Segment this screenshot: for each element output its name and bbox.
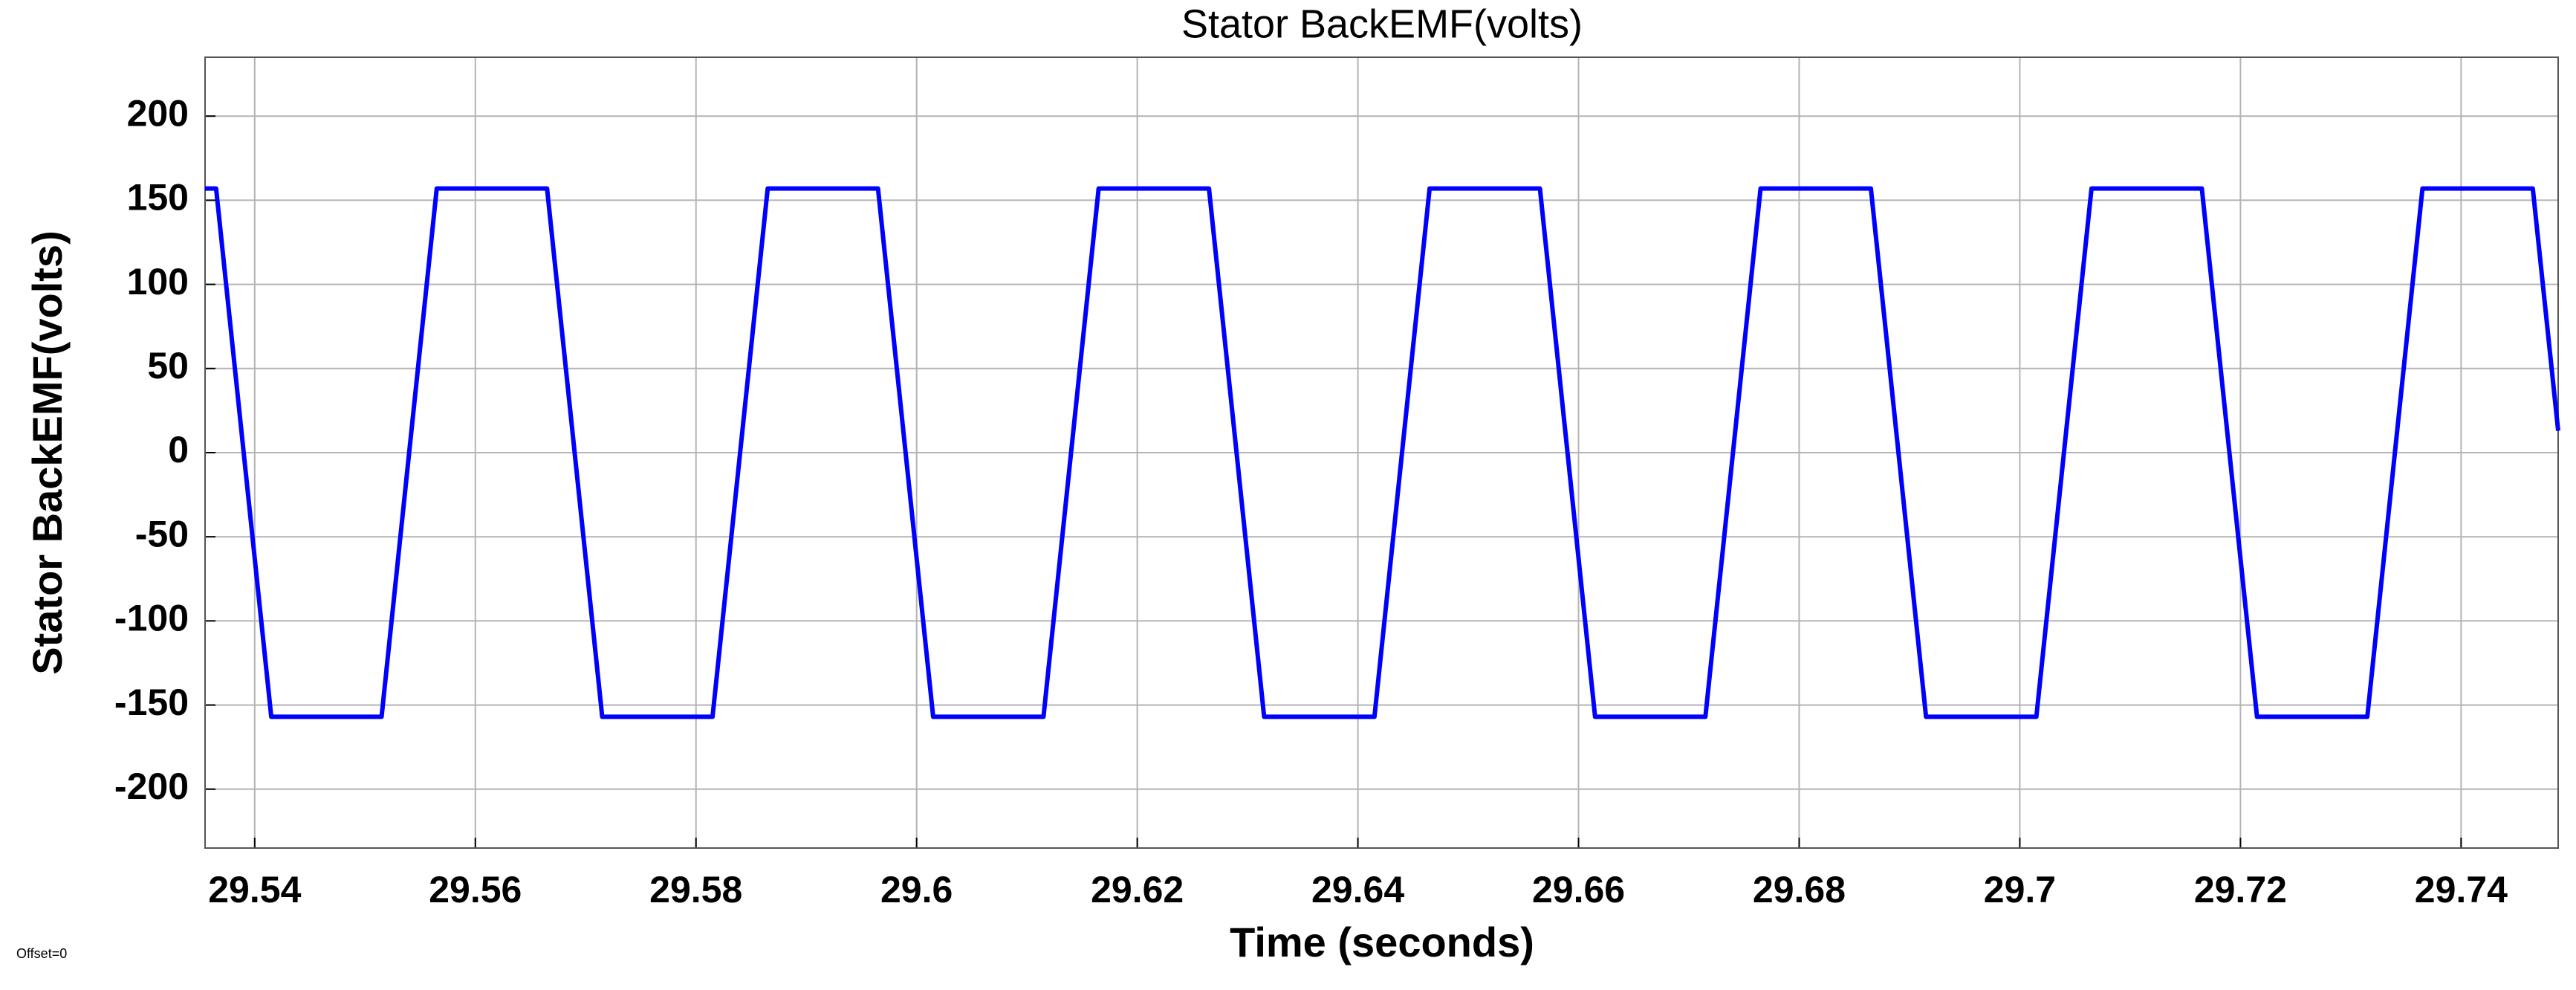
- plot-frame: [204, 56, 2559, 849]
- x-tick-label: 29.54: [208, 869, 301, 910]
- x-tick-label: 29.68: [1753, 869, 1846, 910]
- y-tick-label: -100: [114, 598, 189, 639]
- y-axis-label: Stator BackEMF(volts): [24, 230, 71, 674]
- x-tick-label: 29.72: [2194, 869, 2287, 910]
- chart-title: Stator BackEMF(volts): [1181, 1, 1583, 46]
- x-tick-label: 29.74: [2415, 869, 2508, 910]
- x-tick-label: 29.6: [880, 869, 953, 910]
- x-tick-label: 29.58: [649, 869, 742, 910]
- y-tick-label: -50: [135, 513, 189, 554]
- line-series: [205, 186, 2560, 719]
- y-tick-label: 200: [127, 92, 189, 134]
- y-tick-label: -200: [114, 766, 189, 807]
- x-axis-label: Time (seconds): [1230, 919, 1534, 965]
- offset-note: Offset=0: [16, 946, 67, 961]
- y-tick-label: 150: [127, 177, 189, 219]
- x-tick-label: 29.56: [429, 869, 522, 910]
- x-tick-label: 29.64: [1311, 869, 1404, 910]
- x-tick-label: 29.62: [1091, 869, 1184, 910]
- y-tick-label: 100: [127, 261, 189, 302]
- x-tick-label: 29.7: [1984, 869, 2056, 910]
- x-tick-label: 29.66: [1532, 869, 1625, 910]
- y-tick-label: -150: [114, 682, 189, 723]
- y-tick-label: 50: [147, 345, 189, 386]
- y-tick-label: 0: [168, 429, 189, 470]
